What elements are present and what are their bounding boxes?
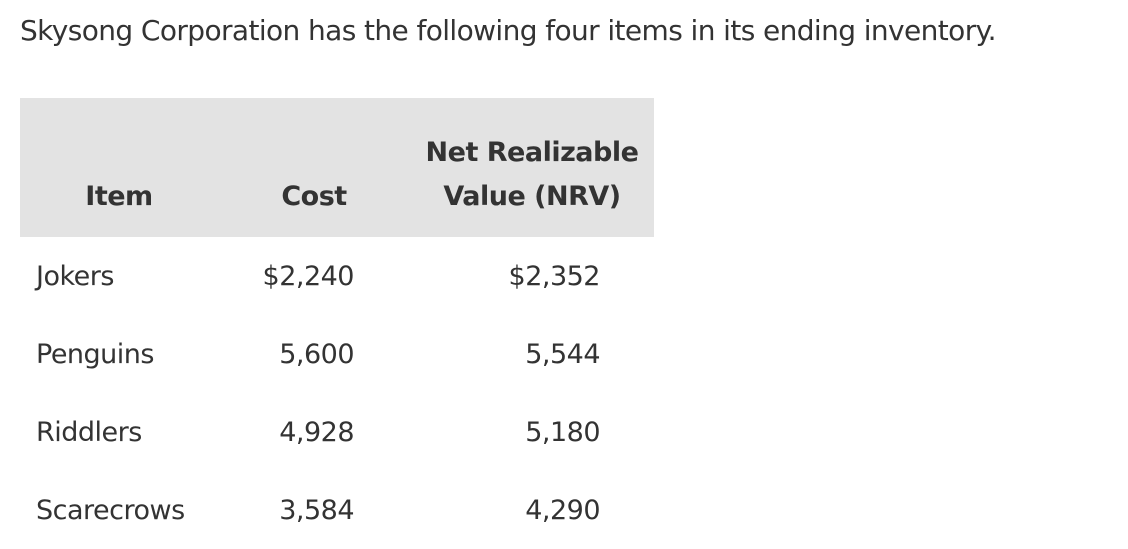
- cell: Riddlers: [36, 416, 142, 448]
- header-cell: Net Realizable Value (NRV): [410, 98, 654, 237]
- cell: 4,928: [279, 416, 354, 448]
- row: Jokers $2,240 $2,352: [20, 237, 654, 315]
- header-cell: Cost: [218, 98, 410, 237]
- cell: 5,544: [525, 338, 600, 370]
- row: Scarecrows 3,584 4,290: [20, 471, 654, 549]
- cell: Penguins: [36, 338, 154, 370]
- row: Riddlers 4,928 5,180: [20, 393, 654, 471]
- cell: 5,600: [279, 338, 354, 370]
- header-row: Item Cost Net Realizable Value (NRV): [20, 98, 654, 237]
- header-cell: Item: [20, 98, 218, 237]
- cell: $2,240: [262, 260, 355, 292]
- inventory-table: Item Cost Net Realizable Value (NRV) Joker…: [20, 98, 654, 549]
- cell: Scarecrows: [36, 494, 185, 526]
- intro: Skysong Corporation has the following fo…: [20, 14, 997, 47]
- cell: 3,584: [279, 494, 354, 526]
- cell: 4,290: [525, 494, 600, 526]
- cell: Jokers: [36, 260, 114, 292]
- row: Penguins 5,600 5,544: [20, 315, 654, 393]
- cell: $2,352: [508, 260, 601, 292]
- cell: 5,180: [525, 416, 600, 448]
